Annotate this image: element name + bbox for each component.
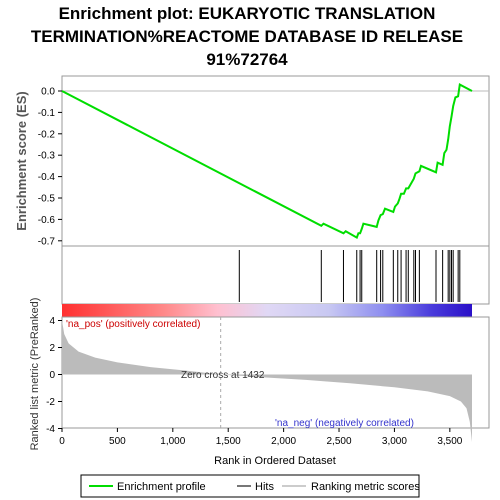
- es-y-tick-label: -0.3: [38, 151, 56, 162]
- legend-enrichment-label: Enrichment profile: [117, 481, 206, 493]
- legend-metric-label: Ranking metric scores: [311, 481, 420, 493]
- es-y-tick-label: -0.6: [38, 215, 56, 226]
- metric-x-ticks: 0 500 1,000 1,500 2,000 2,500 3,000 3,500: [59, 428, 463, 447]
- es-plot-frame: [62, 76, 489, 246]
- x-tick-label: 2,500: [327, 436, 352, 447]
- legend-hits-label: Hits: [255, 481, 274, 493]
- x-tick-label: 1,500: [216, 436, 241, 447]
- hits-panel: [62, 246, 489, 317]
- pos-correlated-label: 'na_pos' (positively correlated): [66, 319, 200, 330]
- es-y-ticks: 0.0 -0.1 -0.2 -0.3 -0.4 -0.5 -0.6 -0.7: [38, 87, 62, 248]
- x-axis-label: Rank in Ordered Dataset: [214, 455, 336, 467]
- neg-correlated-label: 'na_neg' (negatively correlated): [275, 418, 414, 429]
- metric-y-tick-label: 4: [49, 316, 55, 327]
- metric-y-tick-label: -4: [46, 424, 55, 435]
- metric-y-tick-label: 2: [49, 343, 55, 354]
- metric-y-tick-label: -2: [46, 397, 55, 408]
- es-y-tick-label: -0.5: [38, 194, 56, 205]
- x-tick-label: 500: [109, 436, 126, 447]
- chart-title-line-2: TERMINATION%REACTOME DATABASE ID RELEASE: [31, 27, 463, 46]
- x-tick-label: 3,500: [437, 436, 462, 447]
- metric-y-axis-label: Ranked list metric (PreRanked): [29, 298, 41, 451]
- x-tick-label: 1,000: [160, 436, 185, 447]
- es-y-axis-label: Enrichment score (ES): [14, 91, 29, 230]
- es-y-tick-label: 0.0: [41, 87, 55, 98]
- metric-y-tick-label: 0: [49, 370, 55, 381]
- chart-title-line-3: 91%72764: [206, 50, 288, 69]
- x-tick-label: 2,000: [271, 436, 296, 447]
- x-tick-label: 3,000: [382, 436, 407, 447]
- es-y-tick-label: -0.7: [38, 236, 56, 247]
- zero-cross-label: Zero cross at 1432: [181, 370, 265, 381]
- chart-title-line-1: Enrichment plot: EUKARYOTIC TRANSLATION: [59, 4, 436, 23]
- enrichment-profile-panel: 0.0 -0.1 -0.2 -0.3 -0.4 -0.5 -0.6 -0.7 Enrichme…: [14, 76, 489, 247]
- rank-color-bar: [62, 304, 472, 317]
- ranked-metric-panel: 4 2 0 -2 -4 0 500 1,000 1,500 2,000 2,500 3,000 3,5…: [29, 298, 489, 467]
- es-y-tick-label: -0.1: [38, 108, 56, 119]
- es-y-tick-label: -0.2: [38, 129, 56, 140]
- x-tick-label: 0: [59, 436, 65, 447]
- es-y-tick-label: -0.4: [38, 172, 56, 183]
- metric-y-ticks: 4 2 0 -2 -4: [46, 316, 62, 435]
- legend: Enrichment profile Hits Ranking metric s…: [81, 475, 420, 497]
- hits-frame: [62, 246, 489, 304]
